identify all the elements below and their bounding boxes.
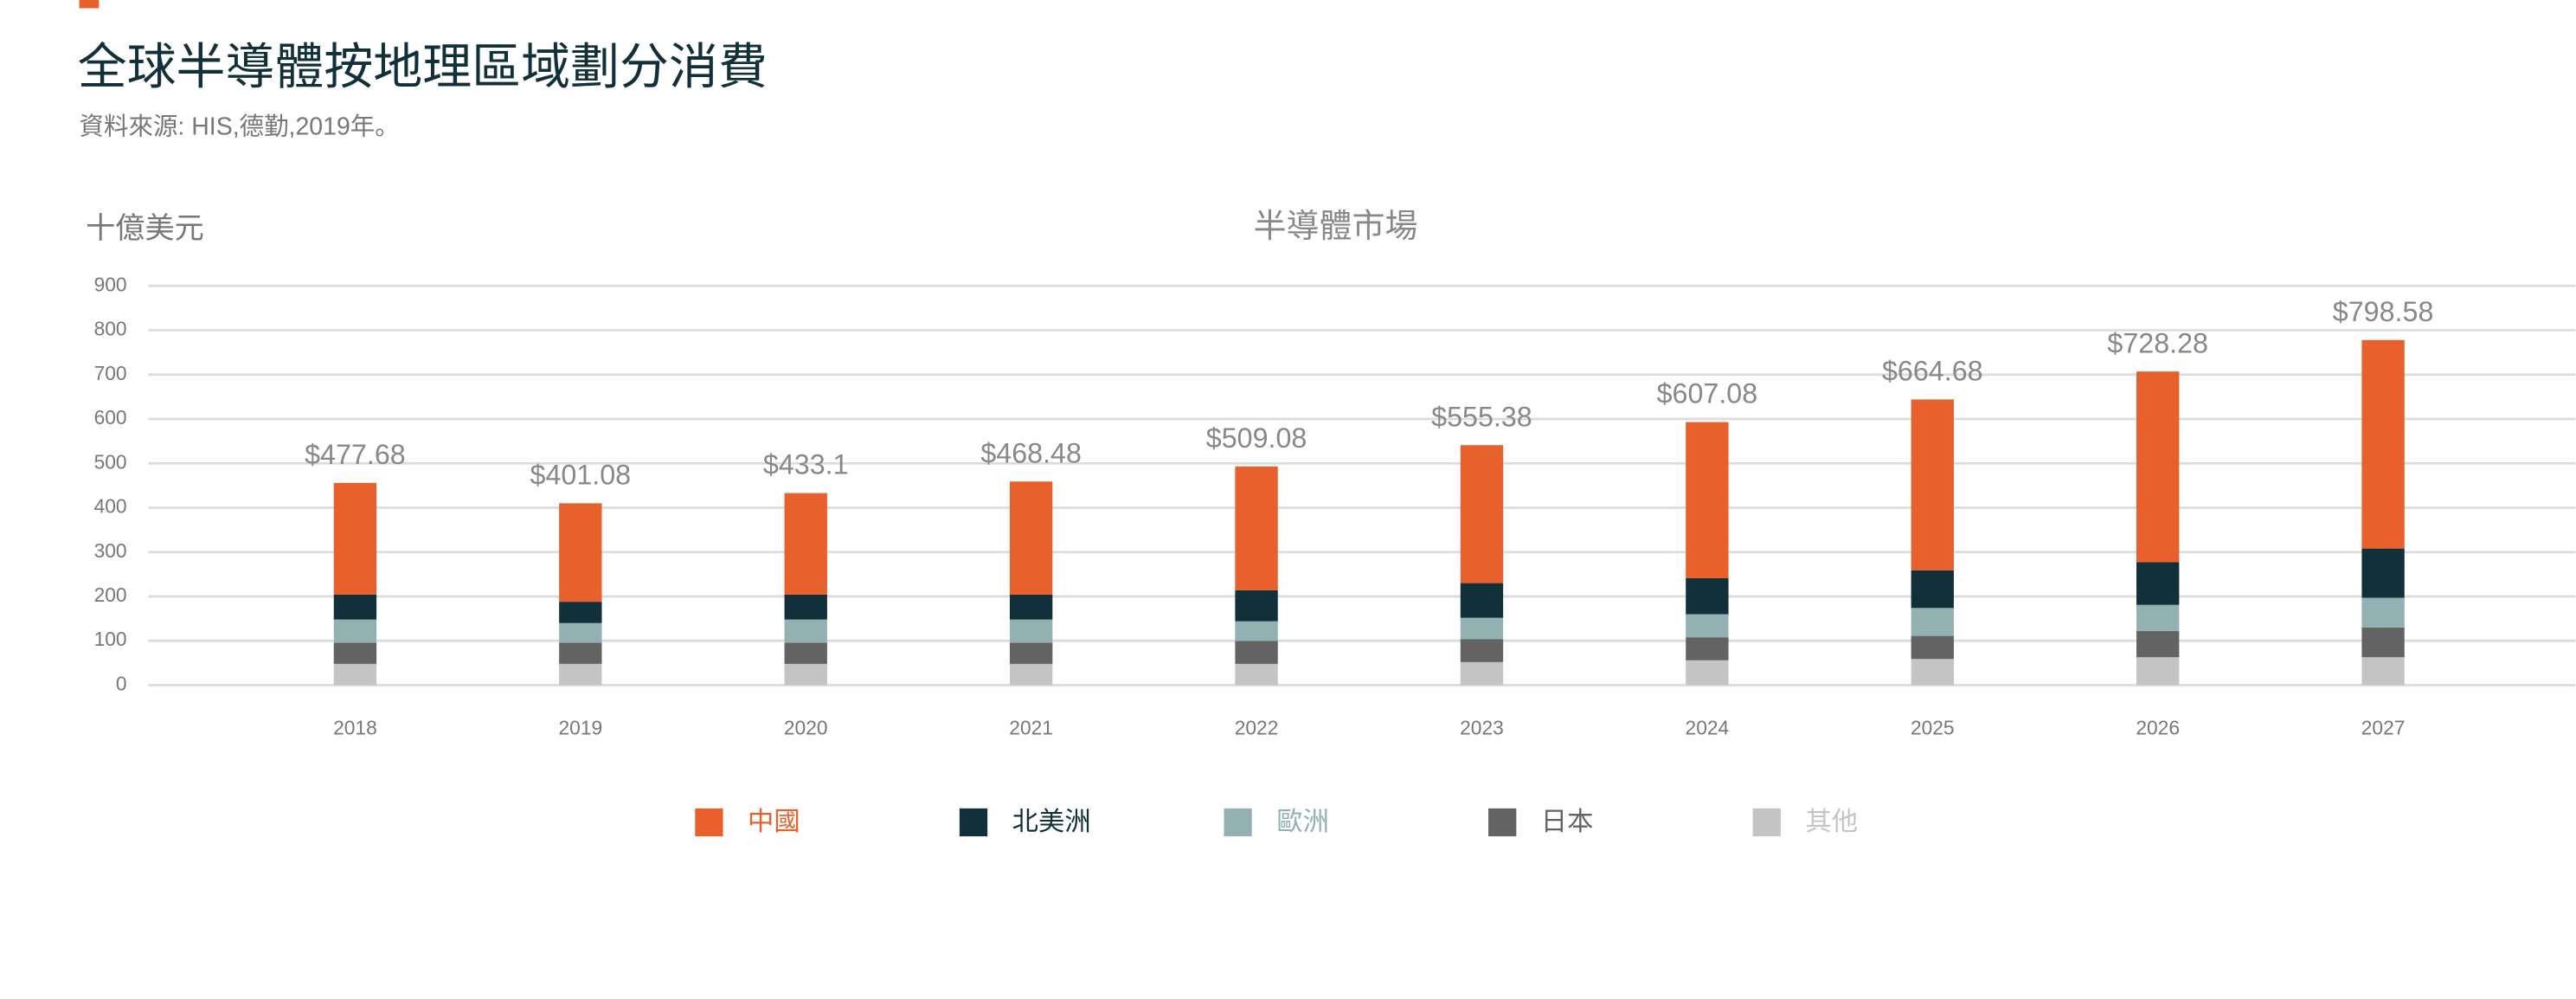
total-label: $798.58	[2333, 296, 2434, 327]
bar-segment	[1460, 445, 1504, 583]
bar-segment	[559, 602, 602, 623]
plot-title: 半導體市場	[1254, 209, 1418, 245]
legend-swatch	[695, 808, 723, 837]
bar-segment	[784, 642, 827, 664]
legend-label: 中國	[748, 807, 800, 836]
bar-segment	[1009, 663, 1053, 686]
bar-segment	[559, 622, 602, 643]
legend-label: 其他	[1805, 807, 1858, 836]
x-tick-label: 2026	[2136, 717, 2180, 739]
total-label: $468.48	[980, 437, 1082, 468]
subtitle: 資料來源: HIS,德勤,2019年。	[80, 113, 400, 141]
x-tick-label: 2025	[1911, 717, 1955, 739]
bar-segment	[1235, 590, 1278, 622]
x-tick-label: 2024	[1686, 717, 1730, 739]
x-tick-label: 2018	[333, 717, 377, 739]
bar-segment	[1911, 399, 1954, 570]
bar-segment	[1460, 617, 1504, 640]
bar-segment	[333, 594, 377, 620]
y-tick-label: 800	[94, 318, 127, 340]
bar-segment	[1460, 661, 1504, 686]
x-tick-label: 2019	[559, 717, 603, 739]
total-label: $728.28	[2107, 327, 2208, 358]
total-label: $433.1	[763, 449, 849, 480]
bar-segment	[1009, 642, 1053, 664]
bar-segment	[2361, 548, 2405, 598]
bar-segment	[1686, 614, 1729, 638]
bar-segment	[2361, 657, 2405, 686]
chart-title: 全球半導體按地理區域劃分消費	[78, 40, 768, 95]
bar-segment	[2361, 597, 2405, 628]
bar-segment	[2136, 371, 2180, 563]
decoration	[79, 0, 100, 9]
bar-segment	[1686, 422, 1729, 578]
bar-segment	[1235, 621, 1278, 641]
bar-segment	[1686, 577, 1729, 615]
x-tick-label: 2023	[1460, 717, 1504, 739]
bar-segment	[1911, 608, 1954, 636]
total-label: $555.38	[1431, 401, 1532, 432]
bar-segment	[2136, 657, 2180, 686]
x-tick-label: 2021	[1009, 717, 1053, 739]
y-tick-label: 300	[94, 539, 127, 562]
bar-segment	[559, 503, 602, 603]
legend-swatch	[1752, 808, 1781, 837]
bar-segment	[2361, 339, 2405, 549]
bar-segment	[1460, 639, 1504, 662]
legend-swatch	[1224, 808, 1252, 837]
bar-segment	[2136, 604, 2180, 631]
bar-segment	[1235, 466, 1278, 590]
bar-segment	[1911, 635, 1954, 660]
x-tick-label: 2022	[1235, 717, 1279, 739]
bar-segment	[1009, 594, 1053, 620]
bar-segment	[2361, 627, 2405, 658]
bar-segment	[333, 482, 377, 595]
bar-segment	[1911, 659, 1954, 686]
x-tick-label: 2020	[784, 717, 828, 739]
y-tick-label: 700	[94, 362, 127, 384]
bar-segment	[1235, 641, 1278, 664]
legend-label: 日本	[1541, 807, 1594, 836]
bar-segment	[784, 594, 827, 620]
y-tick-label: 900	[94, 273, 127, 295]
legend-label: 北美洲	[1012, 807, 1091, 836]
bar-segment	[784, 619, 827, 643]
bar-segment	[1911, 570, 1954, 609]
legend-swatch	[1488, 808, 1517, 837]
y-tick-label: 500	[94, 450, 127, 473]
bar-segment	[559, 642, 602, 664]
legend-swatch	[959, 808, 988, 837]
y-tick-label: 200	[94, 583, 127, 606]
bar-segment	[1686, 660, 1729, 686]
x-tick-label: 2027	[2361, 717, 2406, 739]
y-axis-label: 十億美元	[86, 212, 204, 245]
y-tick-label: 100	[94, 628, 127, 650]
bar-segment	[784, 493, 827, 595]
bar-segment	[784, 663, 827, 686]
bar-segment	[1460, 583, 1504, 618]
bar-segment	[1235, 663, 1278, 686]
total-label: $509.08	[1206, 422, 1307, 454]
y-tick-label: 0	[116, 672, 127, 694]
bar-segment	[2136, 562, 2180, 605]
total-label: $477.68	[305, 439, 406, 470]
total-label: $401.08	[530, 460, 632, 491]
y-tick-label: 600	[94, 406, 127, 429]
bar-segment	[1009, 619, 1053, 643]
y-tick-label: 400	[94, 495, 127, 518]
bar-segment	[559, 663, 602, 686]
total-label: $664.68	[1882, 356, 1983, 387]
legend-label: 歐洲	[1276, 807, 1329, 836]
bar-segment	[2136, 630, 2180, 658]
total-label: $607.08	[1657, 378, 1758, 409]
bar-segment	[333, 642, 377, 664]
bar-segment	[1686, 637, 1729, 661]
bar-segment	[333, 619, 377, 643]
bar-segment	[1009, 481, 1053, 595]
bar-segment	[333, 663, 377, 686]
